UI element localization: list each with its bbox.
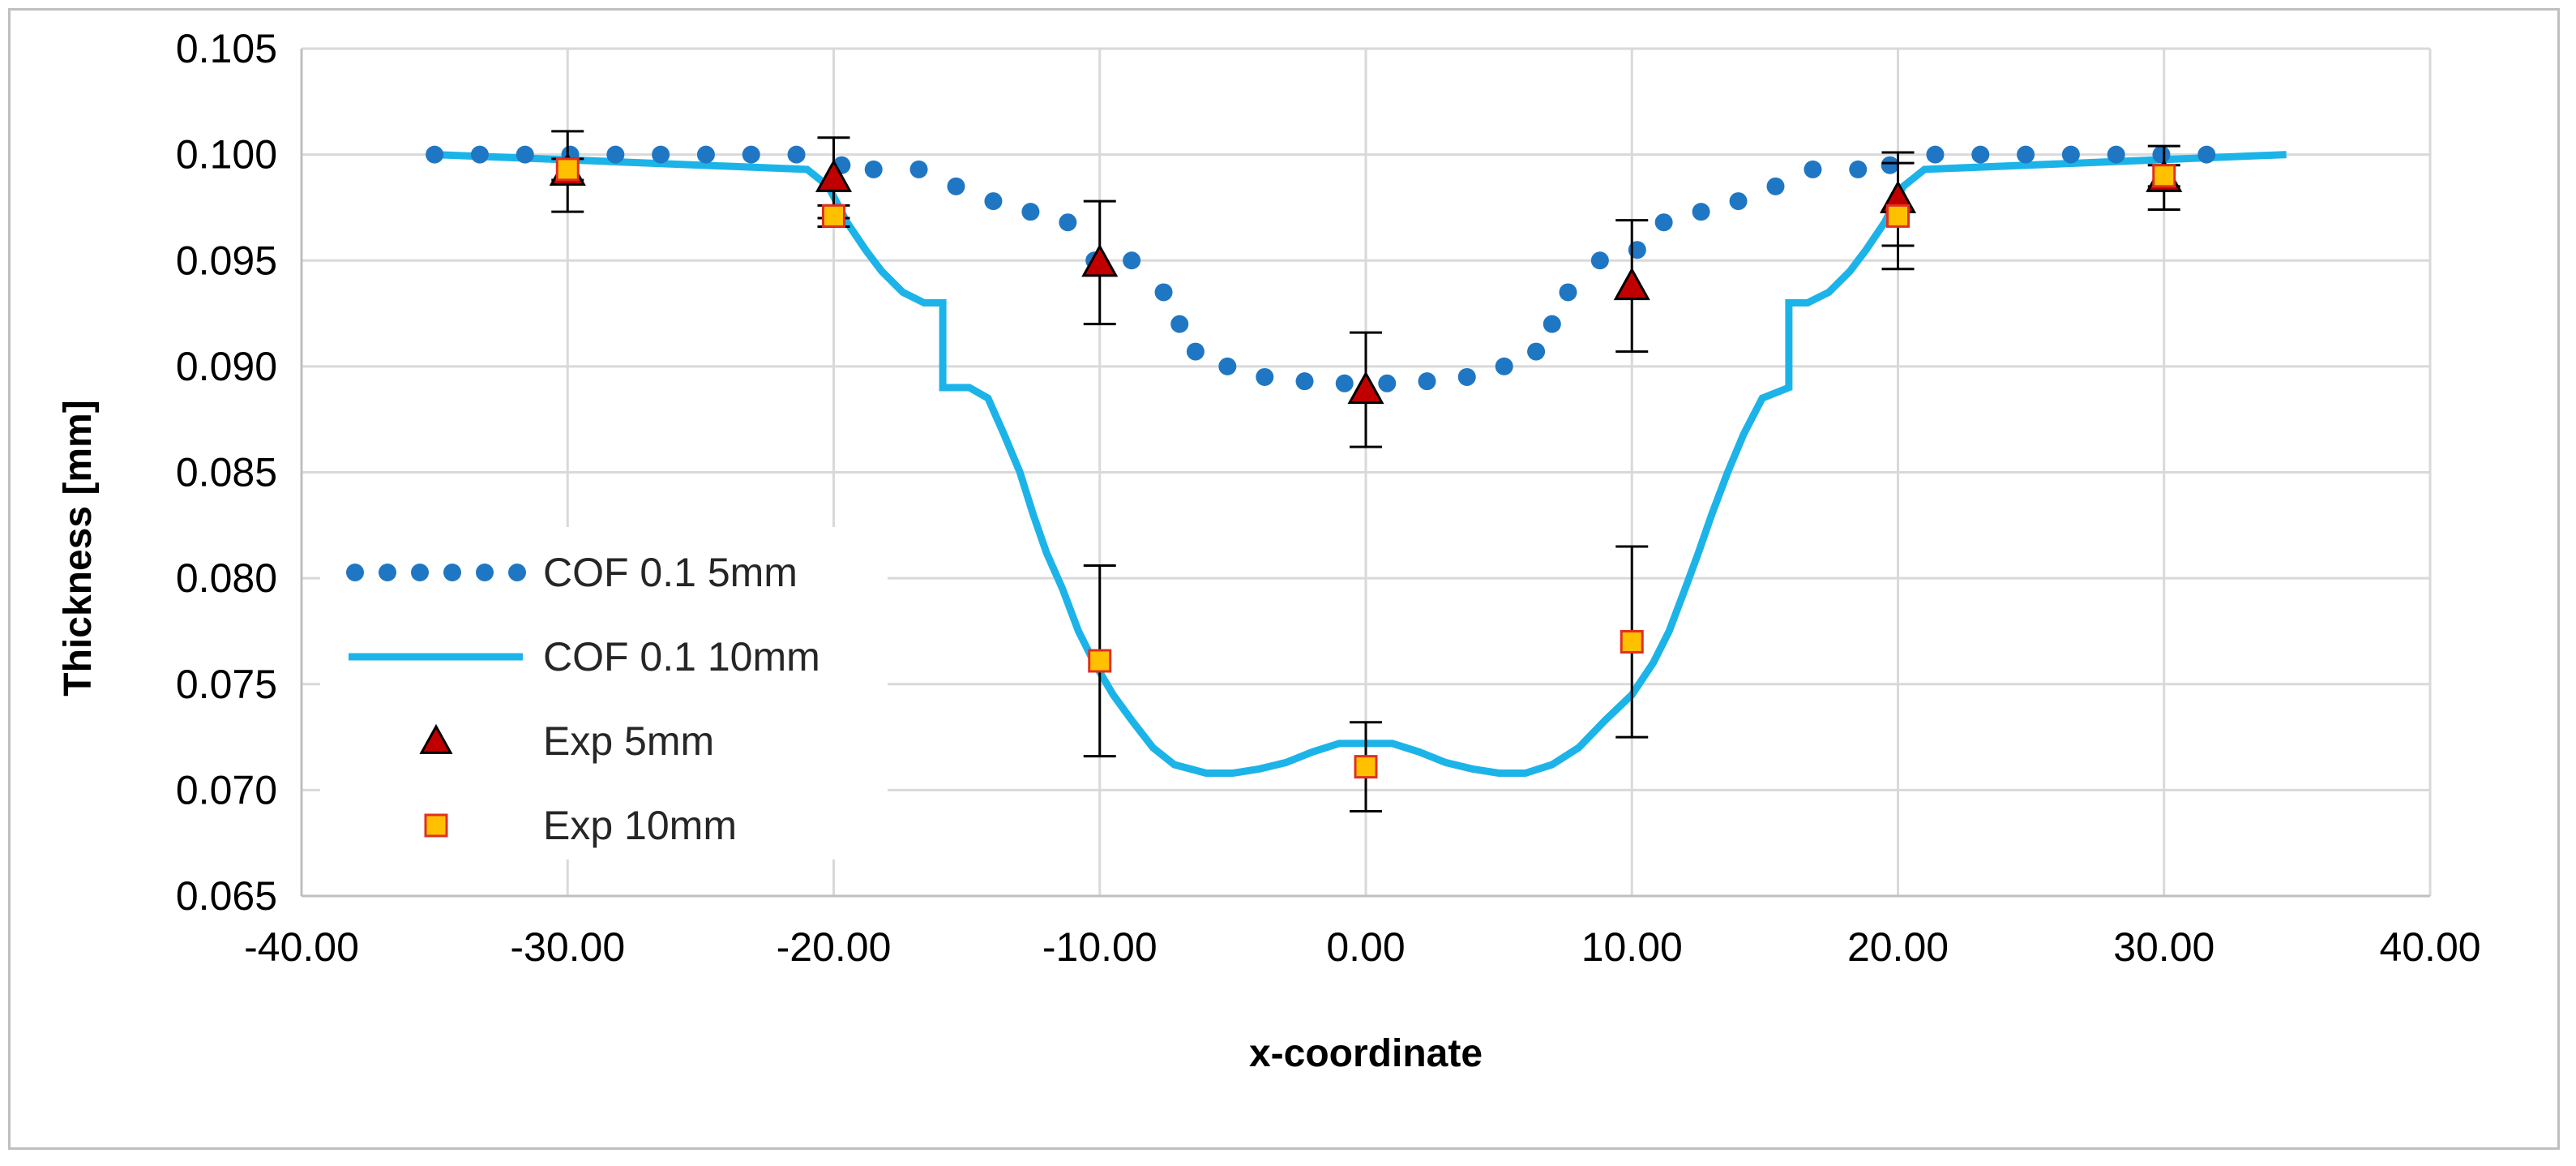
- point-cof-5mm: [1654, 213, 1673, 232]
- point-cof-5mm: [1295, 372, 1314, 391]
- point-cof-5mm: [742, 145, 760, 164]
- series: [426, 130, 2287, 812]
- point-cof-5mm: [1418, 372, 1436, 391]
- point-cof-5mm: [1495, 357, 1513, 375]
- point-cof-5mm: [1766, 177, 1785, 195]
- legend-swatch-cof-5mm: [346, 564, 364, 581]
- axes: -40.00 -30.00 -20.00 -10.00 0.00 10.00 20.00 30…: [176, 26, 2481, 970]
- point-cof-5mm: [2197, 145, 2216, 164]
- y-tick-label: 0.100: [176, 132, 277, 178]
- point-cof-5mm: [1926, 145, 1945, 164]
- y-tick-label: 0.085: [176, 450, 277, 495]
- point-cof-5mm: [864, 160, 883, 178]
- legend-swatch-exp-5mm: [419, 723, 453, 754]
- point-cof-5mm: [1021, 203, 1040, 221]
- legend-swatch-cof-5mm: [508, 564, 526, 581]
- point-cof-5mm: [606, 145, 625, 164]
- x-tick-label: 10.00: [1581, 924, 1683, 970]
- point-cof-5mm: [1849, 160, 1868, 178]
- marker-exp-10mm: [1620, 630, 1644, 654]
- legend-swatch-cof-5mm: [476, 564, 494, 581]
- point-cof-5mm: [909, 160, 928, 178]
- legend-swatch-exp-10mm: [424, 813, 448, 838]
- point-cof-5mm: [1971, 145, 1990, 164]
- point-cof-5mm: [1590, 251, 1609, 270]
- legend-label: COF 0.1 10mm: [543, 634, 820, 679]
- x-axis-title: x-coordinate: [1249, 1032, 1483, 1075]
- marker-exp-5mm: [1613, 267, 1650, 301]
- point-cof-5mm: [1186, 342, 1205, 361]
- x-tick-label: -20.00: [777, 924, 892, 970]
- point-cof-5mm: [516, 145, 534, 164]
- point-cof-5mm: [426, 145, 444, 164]
- legend-swatch-cof-5mm: [411, 564, 429, 581]
- point-cof-5mm: [1692, 203, 1710, 221]
- y-tick-label: 0.070: [176, 767, 277, 812]
- point-cof-5mm: [984, 192, 1003, 211]
- point-cof-5mm: [1154, 283, 1173, 302]
- point-cof-5mm: [2061, 145, 2080, 164]
- x-tick-label: -30.00: [510, 924, 625, 970]
- x-tick-label: 40.00: [2379, 924, 2480, 970]
- point-cof-5mm: [696, 145, 715, 164]
- point-cof-5mm: [1123, 251, 1141, 270]
- legend-background: [320, 527, 888, 859]
- marker-exp-10mm: [822, 204, 845, 228]
- legend-label: Exp 10mm: [543, 803, 737, 848]
- marker-exp-5mm: [815, 159, 853, 192]
- point-cof-5mm: [1729, 192, 1748, 211]
- legend-swatch-cof-5mm: [379, 564, 396, 581]
- point-cof-5mm: [1378, 374, 1397, 392]
- marker-exp-10mm: [555, 157, 580, 182]
- x-tick-label: 0.00: [1326, 924, 1405, 970]
- point-cof-5mm: [1335, 374, 1354, 392]
- point-cof-5mm: [1170, 315, 1189, 333]
- point-cof-5mm: [2107, 145, 2125, 164]
- point-cof-5mm: [1457, 367, 1476, 386]
- point-cof-5mm: [1059, 213, 1077, 232]
- legend-label: COF 0.1 5mm: [543, 550, 798, 595]
- y-tick-label: 0.075: [176, 662, 277, 707]
- series-line-cof-10mm: [434, 151, 2287, 777]
- marker-exp-10mm: [2152, 164, 2176, 188]
- x-tick-label: -40.00: [244, 924, 359, 970]
- legend-label: Exp 5mm: [543, 718, 714, 764]
- point-cof-5mm: [2017, 145, 2035, 164]
- x-tick-label: 20.00: [1847, 924, 1949, 970]
- x-tick-label: -10.00: [1042, 924, 1157, 970]
- y-tick-label: 0.080: [176, 555, 277, 601]
- marker-exp-5mm: [1347, 371, 1384, 405]
- y-tick-label: 0.090: [176, 344, 277, 389]
- point-cof-5mm: [2152, 145, 2171, 164]
- point-cof-5mm: [787, 145, 806, 164]
- y-axis-title: Thickness [mm]: [57, 400, 100, 696]
- point-cof-5mm: [1559, 283, 1577, 302]
- point-cof-5mm: [1543, 315, 1561, 333]
- point-cof-5mm: [1256, 367, 1274, 386]
- point-cof-5mm: [652, 145, 670, 164]
- marker-exp-10mm: [1354, 755, 1378, 779]
- y-tick-label: 0.065: [176, 873, 277, 919]
- marker-exp-5mm: [1081, 243, 1119, 277]
- point-cof-5mm: [1218, 357, 1237, 375]
- point-cof-5mm: [947, 177, 965, 195]
- point-cof-5mm: [1527, 342, 1546, 361]
- legend: COF 0.1 5mm COF 0.1 10mm Exp 5mm Exp 10mm: [320, 527, 888, 859]
- point-cof-5mm: [1881, 156, 1899, 174]
- marker-exp-10mm: [1886, 204, 1910, 228]
- point-cof-5mm: [1804, 160, 1822, 178]
- point-cof-5mm: [470, 145, 489, 164]
- legend-swatch-cof-5mm: [443, 564, 461, 581]
- marker-exp-10mm: [1088, 649, 1112, 673]
- x-tick-label: 30.00: [2113, 924, 2214, 970]
- y-tick-label: 0.105: [176, 26, 277, 71]
- y-tick-label: 0.095: [176, 238, 277, 283]
